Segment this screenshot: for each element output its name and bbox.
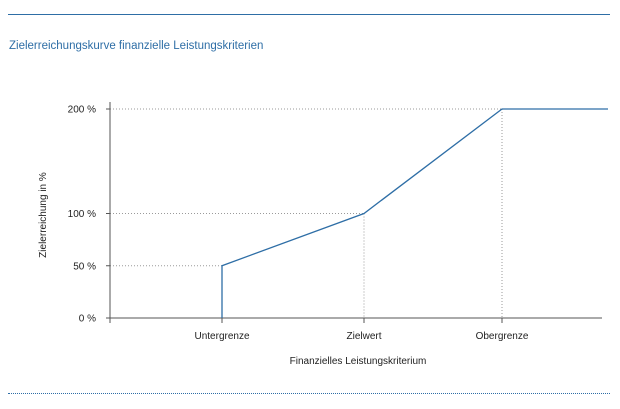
x-tick-label: Zielwert	[346, 331, 381, 342]
y-tick-label: 0 %	[79, 314, 96, 325]
x-tick-label: Obergrenze	[476, 331, 529, 342]
x-tick-label: Untergrenze	[194, 331, 249, 342]
y-tick-label: 100 %	[68, 209, 96, 220]
y-axis-title: Zielerreichung in %	[38, 172, 49, 258]
chart-title: Zielerreichungskurve finanzielle Leistun…	[9, 40, 264, 52]
y-tick-label: 50 %	[73, 261, 96, 272]
series-line	[221, 108, 608, 318]
x-axis-title: Finanzielles Leistungskriterium	[290, 356, 427, 367]
y-tick-label: 200 %	[68, 105, 96, 116]
bottom-rule	[8, 393, 610, 394]
top-rule	[8, 14, 610, 15]
